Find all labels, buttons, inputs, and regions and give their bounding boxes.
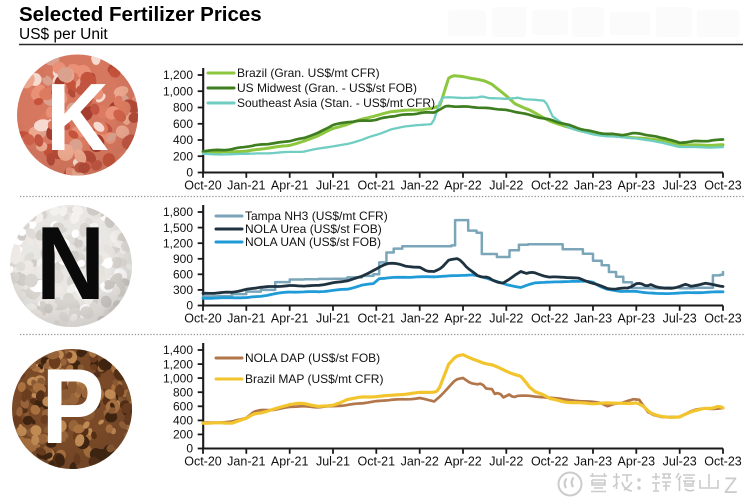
svg-text:Jul-21: Jul-21	[316, 454, 350, 468]
svg-text:Jul-23: Jul-23	[663, 311, 697, 325]
svg-text:Oct-22: Oct-22	[531, 454, 569, 468]
svg-text:Oct-23: Oct-23	[704, 454, 742, 468]
svg-text:Oct-23: Oct-23	[704, 311, 742, 325]
svg-text:1,800: 1,800	[163, 205, 193, 219]
svg-text:Z: Z	[724, 473, 737, 498]
svg-text:Apr-21: Apr-21	[271, 178, 309, 192]
svg-text:Jul-21: Jul-21	[316, 178, 350, 192]
svg-text:Apr-23: Apr-23	[618, 454, 656, 468]
svg-text:1,000: 1,000	[163, 371, 193, 385]
svg-text:Apr-22: Apr-22	[444, 178, 482, 192]
svg-text:400: 400	[173, 414, 193, 428]
svg-text:Jan-22: Jan-22	[401, 311, 439, 325]
svg-text:Apr-22: Apr-22	[444, 311, 482, 325]
svg-text:Oct-20: Oct-20	[184, 311, 222, 325]
svg-text:1,500: 1,500	[163, 221, 193, 235]
svg-text:Tampa NH3 (US$/mt CFR): Tampa NH3 (US$/mt CFR)	[245, 209, 388, 223]
svg-text:Jul-22: Jul-22	[489, 178, 523, 192]
svg-text:Apr-21: Apr-21	[271, 311, 309, 325]
svg-text:600: 600	[173, 400, 193, 414]
svg-text:Oct-21: Oct-21	[358, 311, 396, 325]
svg-text:US$ per Unit: US$ per Unit	[19, 26, 108, 43]
svg-text:300: 300	[173, 283, 193, 297]
svg-text:1,200: 1,200	[163, 68, 193, 82]
svg-text:NOLA UAN (US$/st FOB): NOLA UAN (US$/st FOB)	[245, 235, 381, 249]
svg-text:1,000: 1,000	[163, 85, 193, 99]
svg-text:1,400: 1,400	[163, 343, 193, 357]
svg-text:200: 200	[173, 428, 193, 442]
svg-text:900: 900	[173, 252, 193, 266]
svg-text:600: 600	[173, 268, 193, 282]
svg-text:0: 0	[186, 166, 193, 180]
svg-text:Jul-22: Jul-22	[489, 454, 523, 468]
svg-text:Oct-23: Oct-23	[704, 178, 742, 192]
svg-text:P: P	[42, 347, 105, 466]
svg-text:Apr-23: Apr-23	[618, 311, 656, 325]
svg-text:Oct-21: Oct-21	[358, 178, 396, 192]
svg-text:600: 600	[173, 117, 193, 131]
svg-text:Apr-21: Apr-21	[271, 454, 309, 468]
svg-text:Oct-20: Oct-20	[184, 178, 222, 192]
svg-text:Jan-22: Jan-22	[401, 178, 439, 192]
svg-text:800: 800	[173, 385, 193, 399]
svg-text:Jan-21: Jan-21	[227, 178, 265, 192]
svg-text:NOLA DAP (US$/st FOB): NOLA DAP (US$/st FOB)	[245, 351, 380, 365]
svg-text:1,200: 1,200	[163, 357, 193, 371]
svg-text:Jan-23: Jan-23	[574, 454, 612, 468]
svg-text:0: 0	[186, 442, 193, 456]
svg-text:Jan-21: Jan-21	[227, 454, 265, 468]
svg-text:Apr-23: Apr-23	[618, 178, 656, 192]
svg-text:Oct-21: Oct-21	[358, 454, 396, 468]
svg-text:Oct-22: Oct-22	[531, 311, 569, 325]
svg-text:Jul-23: Jul-23	[663, 178, 697, 192]
svg-text:K: K	[46, 64, 108, 171]
svg-text:Jan-23: Jan-23	[574, 311, 612, 325]
svg-text:Brazil (Gran. US$/mt CFR): Brazil (Gran. US$/mt CFR)	[237, 66, 380, 80]
svg-text:Oct-20: Oct-20	[184, 454, 222, 468]
svg-text:800: 800	[173, 101, 193, 115]
svg-text:200: 200	[173, 149, 193, 163]
svg-text:Oct-22: Oct-22	[531, 178, 569, 192]
svg-text:400: 400	[173, 133, 193, 147]
svg-text:Southeast Asia (Stan. - US$/mt: Southeast Asia (Stan. - US$/mt CFR)	[237, 96, 435, 110]
svg-text:Brazil MAP (US$/mt CFR): Brazil MAP (US$/mt CFR)	[245, 372, 383, 386]
svg-text:Jan-23: Jan-23	[574, 178, 612, 192]
svg-text:Jan-21: Jan-21	[227, 311, 265, 325]
svg-text:Jan-22: Jan-22	[401, 454, 439, 468]
svg-text:Selected Fertilizer Prices: Selected Fertilizer Prices	[19, 3, 262, 26]
svg-text:0: 0	[186, 299, 193, 313]
svg-text:N: N	[36, 206, 105, 322]
svg-text:Jul-23: Jul-23	[663, 454, 697, 468]
svg-text:Jul-21: Jul-21	[316, 311, 350, 325]
svg-text:1,200: 1,200	[163, 236, 193, 250]
svg-text:Apr-22: Apr-22	[444, 454, 482, 468]
svg-text:US Midwest (Gran. - US$/st FOB: US Midwest (Gran. - US$/st FOB)	[237, 81, 417, 95]
svg-text:NOLA Urea (US$/st FOB): NOLA Urea (US$/st FOB)	[245, 222, 382, 236]
svg-text:Jul-22: Jul-22	[489, 311, 523, 325]
